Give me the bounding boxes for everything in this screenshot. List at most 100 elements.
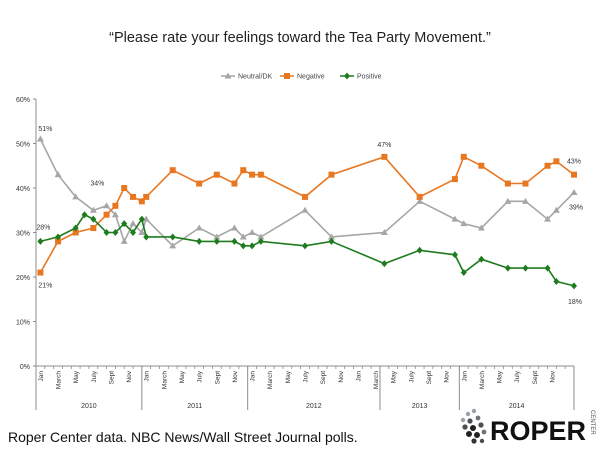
data-label: 21% bbox=[38, 283, 52, 290]
x-tick-label: July bbox=[197, 370, 204, 382]
data-point bbox=[451, 176, 458, 183]
data-point bbox=[571, 282, 577, 290]
data-point bbox=[544, 162, 551, 169]
data-point bbox=[195, 224, 203, 231]
data-point bbox=[416, 246, 423, 254]
data-label: 51% bbox=[38, 126, 52, 133]
series-line bbox=[40, 213, 575, 287]
y-tick-label: 40% bbox=[16, 186, 30, 193]
data-point bbox=[478, 162, 485, 169]
data-point bbox=[416, 193, 423, 200]
data-label: 39% bbox=[569, 204, 583, 211]
y-tick-label: 20% bbox=[16, 275, 30, 282]
data-point bbox=[142, 215, 150, 222]
data-point bbox=[37, 237, 44, 245]
data-point bbox=[72, 229, 79, 236]
data-point bbox=[257, 237, 264, 245]
x-tick-label: Jan bbox=[355, 371, 362, 382]
data-point bbox=[111, 211, 119, 218]
data-point bbox=[138, 198, 145, 205]
data-point bbox=[477, 224, 485, 231]
x-tick-label: May bbox=[179, 370, 186, 383]
data-label: 43% bbox=[567, 159, 581, 166]
legend-label: Neutral/DK bbox=[238, 74, 273, 81]
x-tick-label: Sept bbox=[214, 371, 221, 385]
data-point bbox=[231, 180, 238, 187]
data-point bbox=[129, 220, 137, 227]
data-point bbox=[416, 197, 424, 204]
data-point bbox=[112, 202, 119, 209]
data-point bbox=[544, 215, 552, 222]
data-point bbox=[169, 167, 176, 174]
x-tick-label: March bbox=[479, 371, 486, 389]
logo-text: ROPER bbox=[490, 416, 586, 446]
logo-subtext: CENTER bbox=[589, 410, 595, 435]
data-label: 18% bbox=[568, 299, 582, 306]
x-tick-label: July bbox=[514, 370, 521, 382]
roper-center-logo: ROPER CENTER bbox=[460, 408, 595, 446]
data-label: 34% bbox=[90, 180, 104, 187]
data-point bbox=[460, 269, 467, 277]
data-point bbox=[55, 233, 62, 241]
data-point bbox=[381, 260, 388, 268]
y-tick-label: 50% bbox=[16, 142, 30, 149]
data-point bbox=[36, 135, 44, 142]
logo-dots-icon bbox=[460, 408, 487, 444]
x-tick-label: Sept bbox=[108, 371, 115, 385]
data-point bbox=[231, 237, 238, 245]
data-point bbox=[213, 237, 220, 245]
x-tick-label: Jan bbox=[144, 371, 151, 382]
data-point bbox=[328, 237, 335, 245]
data-point bbox=[301, 206, 309, 213]
data-point bbox=[138, 229, 146, 235]
x-tick-label: Nov bbox=[444, 370, 451, 382]
data-point bbox=[328, 171, 335, 178]
data-point bbox=[90, 215, 97, 223]
data-point bbox=[103, 211, 110, 218]
data-point bbox=[196, 180, 203, 187]
data-point bbox=[130, 193, 137, 200]
data-point bbox=[169, 242, 177, 249]
data-point bbox=[120, 237, 128, 244]
data-point bbox=[381, 153, 388, 160]
data-point bbox=[138, 215, 145, 223]
data-point bbox=[213, 233, 221, 240]
x-tick-label: May bbox=[497, 370, 504, 383]
data-point bbox=[81, 211, 88, 219]
year-label: 2011 bbox=[187, 403, 202, 410]
x-tick-label: July bbox=[91, 370, 98, 382]
legend-label: Negative bbox=[297, 74, 325, 81]
data-point bbox=[239, 233, 247, 240]
data-point bbox=[143, 233, 150, 241]
data-point bbox=[90, 225, 97, 232]
y-tick-label: 10% bbox=[16, 320, 30, 327]
data-point bbox=[553, 158, 560, 165]
data-point bbox=[54, 171, 62, 178]
x-tick-label: Sept bbox=[426, 371, 433, 385]
data-point bbox=[240, 242, 247, 250]
x-tick-label: March bbox=[161, 371, 168, 389]
chart-title: “Please rate your feelings toward the Te… bbox=[109, 30, 491, 46]
data-point bbox=[380, 229, 388, 235]
year-label: 2013 bbox=[412, 403, 428, 410]
data-point bbox=[240, 167, 247, 174]
data-point bbox=[451, 215, 459, 222]
x-tick-label: Nov bbox=[338, 370, 345, 382]
y-tick-label: 30% bbox=[16, 231, 30, 238]
data-point bbox=[230, 224, 238, 231]
data-point bbox=[302, 242, 308, 250]
data-point bbox=[121, 220, 128, 228]
data-point bbox=[521, 197, 529, 204]
data-point bbox=[302, 193, 308, 200]
data-point bbox=[143, 193, 150, 200]
x-tick-label: July bbox=[303, 370, 310, 382]
data-point bbox=[460, 220, 468, 227]
data-point bbox=[544, 264, 551, 272]
data-point bbox=[257, 233, 265, 240]
legend-label: Positive bbox=[357, 74, 382, 81]
series-line bbox=[39, 138, 575, 247]
y-tick-label: 0% bbox=[20, 364, 30, 371]
data-point bbox=[257, 171, 264, 178]
data-point bbox=[249, 171, 256, 178]
